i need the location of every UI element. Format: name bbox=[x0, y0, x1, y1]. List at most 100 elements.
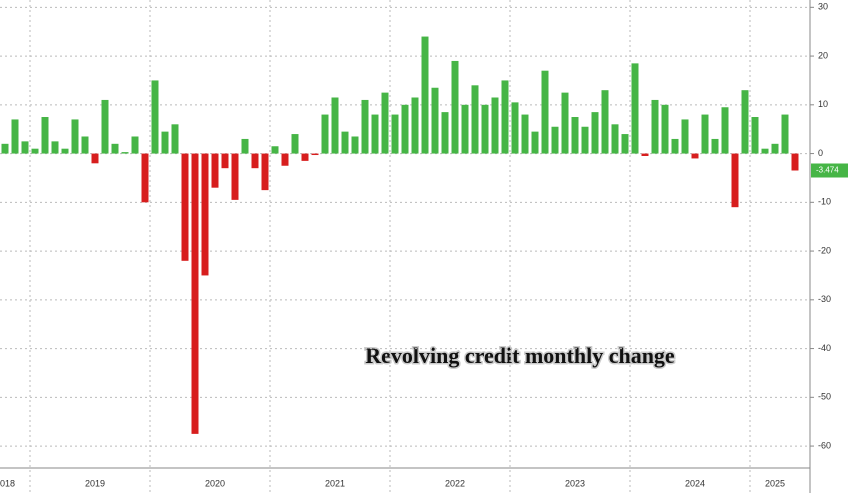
x-tick-label: 2019 bbox=[85, 478, 105, 488]
bar bbox=[621, 134, 629, 154]
bar bbox=[691, 153, 699, 159]
bar bbox=[131, 136, 139, 154]
bar bbox=[701, 114, 709, 154]
bar bbox=[231, 153, 239, 200]
bar bbox=[551, 126, 559, 154]
y-tick-label: -60 bbox=[818, 440, 831, 450]
bar bbox=[311, 153, 319, 156]
bar bbox=[31, 148, 39, 154]
x-tick-label: 2025 bbox=[765, 478, 785, 488]
bar bbox=[451, 60, 459, 154]
bar bbox=[21, 141, 29, 154]
bar bbox=[431, 87, 439, 154]
bar bbox=[251, 153, 259, 169]
bar bbox=[491, 97, 499, 154]
bar bbox=[501, 80, 509, 154]
y-tick-label: 0 bbox=[818, 148, 823, 158]
bar bbox=[291, 134, 299, 154]
bar bbox=[631, 63, 639, 154]
bar bbox=[321, 114, 329, 154]
bar bbox=[351, 136, 359, 154]
x-tick-label: 2021 bbox=[325, 478, 345, 488]
bar bbox=[791, 153, 799, 171]
bar bbox=[521, 114, 529, 154]
bar bbox=[261, 153, 269, 191]
bar bbox=[161, 131, 169, 154]
x-tick-label: 2024 bbox=[685, 478, 705, 488]
bar bbox=[101, 99, 109, 154]
bar bbox=[181, 153, 189, 261]
bar bbox=[681, 119, 689, 154]
bar bbox=[481, 104, 489, 154]
y-tick-label: -40 bbox=[818, 343, 831, 353]
bar bbox=[11, 119, 19, 154]
bar bbox=[401, 104, 409, 154]
bar bbox=[371, 114, 379, 154]
bar bbox=[661, 104, 669, 154]
bar bbox=[61, 148, 69, 154]
bar bbox=[71, 119, 79, 154]
bar bbox=[81, 136, 89, 154]
bar bbox=[421, 36, 429, 154]
bar bbox=[271, 146, 279, 154]
x-tick-label: 2022 bbox=[445, 478, 465, 488]
y-tick-label: -30 bbox=[818, 294, 831, 304]
bar bbox=[111, 143, 119, 154]
bar bbox=[541, 70, 549, 154]
bar bbox=[601, 90, 609, 154]
bar bbox=[281, 153, 289, 166]
x-tick-label: 2018 bbox=[0, 478, 15, 488]
bar bbox=[361, 99, 369, 154]
bar bbox=[41, 117, 49, 154]
bar bbox=[331, 97, 339, 154]
bar bbox=[531, 131, 539, 154]
bar bbox=[721, 107, 729, 154]
y-tick-label: 30 bbox=[818, 2, 828, 12]
bar bbox=[511, 102, 519, 154]
bar bbox=[651, 99, 659, 154]
bar bbox=[381, 92, 389, 154]
y-tick-label: -10 bbox=[818, 197, 831, 207]
bar bbox=[641, 153, 649, 156]
y-tick-label: -50 bbox=[818, 392, 831, 402]
annotation: Revolving credit monthly change bbox=[365, 343, 675, 368]
bar bbox=[221, 153, 229, 169]
bar bbox=[141, 153, 149, 203]
bar bbox=[781, 114, 789, 154]
bar bbox=[561, 92, 569, 154]
bar bbox=[51, 141, 59, 154]
bar bbox=[201, 153, 209, 276]
bar bbox=[671, 138, 679, 154]
x-tick-label: 2023 bbox=[565, 478, 585, 488]
last-value-label: -3.474 bbox=[816, 166, 839, 175]
last-value-box bbox=[811, 163, 848, 178]
bar bbox=[191, 153, 199, 434]
bar bbox=[341, 131, 349, 154]
bar bbox=[611, 124, 619, 154]
bar bbox=[751, 117, 759, 154]
bar bbox=[731, 153, 739, 208]
y-tick-label: -20 bbox=[818, 245, 831, 255]
bar bbox=[171, 124, 179, 154]
bar bbox=[411, 97, 419, 154]
bar bbox=[121, 152, 129, 154]
bar bbox=[391, 114, 399, 154]
y-tick-label: 20 bbox=[818, 50, 828, 60]
y-tick-label: 10 bbox=[818, 99, 828, 109]
bar bbox=[581, 126, 589, 154]
bar bbox=[771, 143, 779, 154]
bar bbox=[441, 112, 449, 154]
bar bbox=[151, 80, 159, 154]
bar bbox=[1, 143, 9, 154]
bar bbox=[91, 153, 99, 164]
bar bbox=[471, 85, 479, 154]
bar bbox=[301, 153, 309, 161]
bar bbox=[741, 90, 749, 154]
bar bbox=[461, 104, 469, 154]
bar bbox=[761, 148, 769, 154]
bar bbox=[241, 138, 249, 154]
bar bbox=[711, 138, 719, 154]
x-tick-label: 2020 bbox=[205, 478, 225, 488]
